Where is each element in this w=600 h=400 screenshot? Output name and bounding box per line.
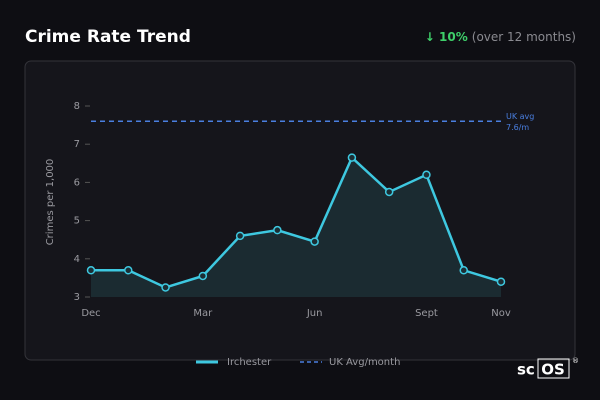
point — [496, 277, 506, 286]
y-axis-label: Crimes per 1,000 — [45, 159, 56, 246]
point — [459, 266, 468, 275]
point — [422, 170, 431, 180]
y-tick-label: 8 — [74, 101, 80, 112]
y-tick-label: 5 — [74, 216, 80, 227]
point — [273, 225, 282, 235]
y-tick-label: 3 — [74, 292, 80, 303]
change: ↓ 10% — [425, 30, 468, 44]
chart-title: Crime Rate Trend — [25, 27, 191, 47]
y-tick-label: 6 — [74, 177, 80, 188]
logo-box — [537, 358, 570, 379]
point — [198, 271, 208, 281]
point — [310, 237, 319, 246]
x-tick-label: Nov — [491, 308, 511, 319]
line — [91, 155, 502, 289]
point — [235, 231, 245, 241]
legend-label: UK Avg/month — [329, 357, 400, 368]
reference-label: UK avg — [506, 112, 534, 121]
reference-label: 7.6/m — [506, 123, 529, 132]
x-tick-label: Mar — [193, 308, 213, 319]
point — [347, 153, 357, 162]
x-tick-label: Dec — [81, 308, 100, 319]
point — [384, 187, 394, 197]
point — [86, 266, 96, 275]
y-tick-label: 4 — [74, 254, 80, 265]
legend-label: Irchester — [227, 357, 272, 368]
change-summary: ↓ 10% (over 12 months) — [425, 30, 576, 44]
point — [161, 283, 170, 292]
logo: OS — [541, 361, 565, 379]
x-tick-label: Sept — [415, 308, 438, 319]
logo: sc — [517, 361, 535, 379]
point — [124, 266, 133, 275]
x-tick-label: Jun — [306, 308, 323, 319]
y-tick-label: 7 — [74, 139, 80, 150]
period: (over 12 months) — [472, 30, 576, 44]
area — [91, 157, 501, 297]
logo-mark: ® — [572, 357, 579, 365]
